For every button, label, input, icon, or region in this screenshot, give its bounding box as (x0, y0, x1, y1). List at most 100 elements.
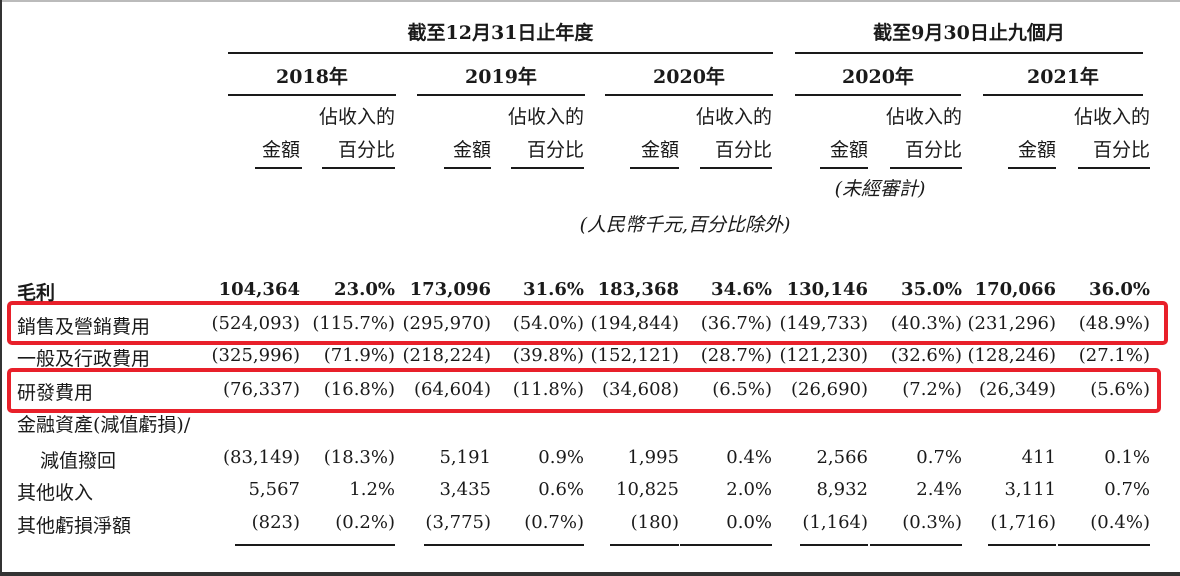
year-rule-2018 (228, 94, 396, 96)
total-rule (1058, 544, 1150, 546)
total-rule (235, 544, 302, 546)
amount-cell: 1,995 (627, 447, 679, 468)
column-header-rule (444, 167, 491, 169)
percent-cell: 1.2% (349, 479, 395, 500)
column-header-rule (322, 167, 395, 169)
percent-cell: (36.7%) (700, 313, 772, 334)
year-header-2020-9m: 2020年 (842, 66, 914, 88)
percent-cell: (7.2%) (902, 379, 962, 400)
year-rule-2020 (605, 94, 773, 96)
percent-cell: 0.6% (538, 479, 584, 500)
percent-cell: (32.6%) (890, 345, 962, 366)
amount-cell: 8,932 (816, 479, 868, 500)
amount-cell: 3,435 (439, 479, 491, 500)
amount-header: 金額 (640, 139, 679, 161)
pct-header-line2: 百分比 (337, 139, 395, 161)
total-rule (610, 544, 679, 546)
year-rule-2021-9m (983, 94, 1143, 96)
pct-header-line1: 佔收入的 (507, 106, 584, 128)
amount-header: 金額 (1017, 139, 1056, 161)
amount-cell: (524,093) (211, 313, 300, 334)
year-header-2021-9m: 2021年 (1027, 66, 1099, 88)
total-rule (680, 544, 772, 546)
total-rule (988, 544, 1056, 546)
percent-cell: 0.0% (726, 512, 772, 533)
row-label: 減值撥回 (40, 450, 117, 472)
column-header-rule (820, 167, 868, 169)
column-header-rule (890, 167, 962, 169)
column-header-rule (700, 167, 772, 169)
percent-cell: (40.3%) (890, 313, 962, 334)
percent-cell: (0.3%) (902, 512, 962, 533)
group-rule-annual (228, 52, 773, 54)
percent-cell: (54.0%) (512, 313, 584, 334)
left-edge (0, 0, 2, 576)
group-rule-nine-months (795, 52, 1143, 54)
percent-cell: 34.6% (711, 279, 772, 300)
amount-cell: (823) (251, 512, 300, 533)
row-label: 毛利 (17, 282, 56, 304)
pct-header-line1: 佔收入的 (885, 106, 962, 128)
percent-cell: 0.4% (726, 447, 772, 468)
column-header-rule (1078, 167, 1150, 169)
percent-cell: (48.9%) (1078, 313, 1150, 334)
amount-cell: (231,296) (967, 313, 1056, 334)
percent-cell: 0.1% (1104, 447, 1150, 468)
amount-cell: (34,608) (601, 379, 679, 400)
amount-cell: (64,604) (413, 379, 491, 400)
percent-cell: (28.7%) (700, 345, 772, 366)
percent-cell: (39.8%) (512, 345, 584, 366)
row-label: 其他虧損淨額 (17, 515, 132, 537)
pct-header-line2: 百分比 (526, 139, 584, 161)
total-rule (491, 544, 584, 546)
top-edge (0, 0, 1180, 2)
row-label: 研發費用 (17, 382, 94, 404)
percent-cell: (0.4%) (1090, 512, 1150, 533)
pct-header-line1: 佔收入的 (695, 106, 772, 128)
amount-cell: 5,191 (439, 447, 491, 468)
amount-cell: 2,566 (816, 447, 868, 468)
amount-cell: 183,368 (597, 279, 679, 300)
amount-cell: 3,111 (1004, 479, 1056, 500)
pct-header-line1: 佔收入的 (1073, 106, 1150, 128)
percent-cell: 0.7% (1104, 479, 1150, 500)
amount-cell: (1,716) (990, 512, 1056, 533)
percent-cell: 0.9% (538, 447, 584, 468)
percent-cell: (16.8%) (323, 379, 395, 400)
year-header-2020: 2020年 (653, 66, 725, 88)
amount-cell: 411 (1021, 447, 1056, 468)
amount-cell: (26,690) (790, 379, 868, 400)
group-header-nine-months: 截至9月30日止九個月 (873, 22, 1065, 44)
highlight-selling-expenses (7, 301, 1168, 345)
percent-cell: 0.7% (916, 447, 962, 468)
amount-cell: (3,775) (425, 512, 491, 533)
percent-cell: 35.0% (901, 279, 962, 300)
amount-cell: (83,149) (222, 447, 300, 468)
row-label: 其他收入 (17, 482, 94, 504)
total-rule (424, 544, 491, 546)
percent-cell: (71.9%) (323, 345, 395, 366)
pct-header-line2: 百分比 (714, 139, 772, 161)
column-header-rule (511, 167, 584, 169)
column-header-rule (255, 167, 302, 169)
amount-header: 金額 (261, 139, 300, 161)
amount-cell: 104,364 (218, 279, 300, 300)
row-label: 銷售及營銷費用 (17, 316, 151, 338)
pct-header-line2: 百分比 (904, 139, 962, 161)
percent-cell: 36.0% (1089, 279, 1150, 300)
percent-cell: (0.2%) (335, 512, 395, 533)
percent-cell: (0.7%) (524, 512, 584, 533)
amount-cell: (128,246) (967, 345, 1056, 366)
bottom-edge (0, 572, 1180, 576)
column-header-rule (630, 167, 679, 169)
amount-cell: (152,121) (590, 345, 679, 366)
amount-cell: 130,146 (786, 279, 868, 300)
column-header-rule (1008, 167, 1056, 169)
amount-cell: (26,349) (978, 379, 1056, 400)
amount-cell: (76,337) (222, 379, 300, 400)
amount-cell: 173,096 (409, 279, 491, 300)
year-header-2018: 2018年 (276, 66, 348, 88)
year-rule-2020-9m (795, 94, 961, 96)
percent-cell: (115.7%) (312, 313, 395, 334)
amount-cell: 10,825 (616, 479, 679, 500)
